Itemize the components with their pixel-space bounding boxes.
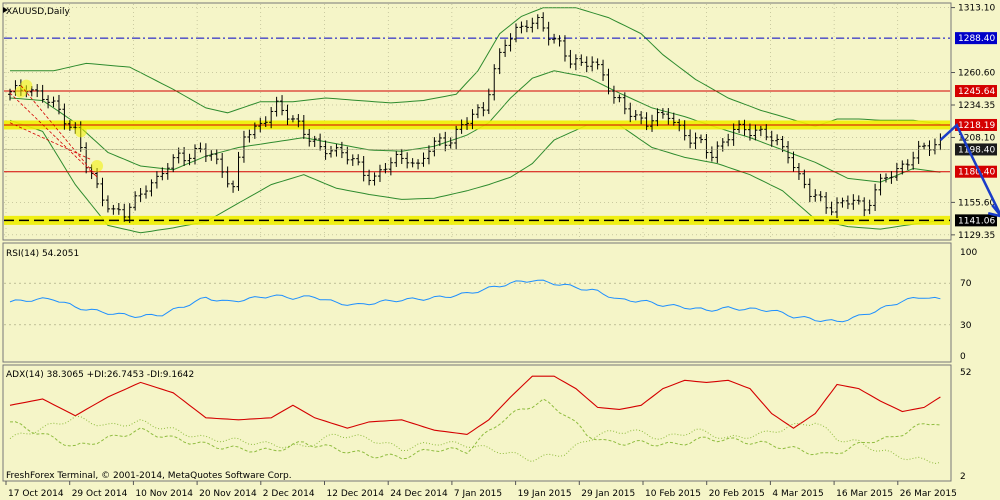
- rsi-panel: 100 70 30 0 RSI(14) 54.2051: [2, 242, 977, 363]
- adx-line: [9, 375, 941, 435]
- plus-di-line: [9, 398, 941, 460]
- footer-copyright: FreshForex Terminal, © 2001-2014, MetaQu…: [6, 471, 292, 481]
- price-tick-label: 1180.40: [958, 168, 995, 178]
- time-tick-label: 20 Feb 2015: [709, 489, 765, 499]
- current-price-label: 1198.40: [958, 145, 995, 155]
- adx-panel: 52 2 ADX(14) 38.3065 +DI:26.7453 -DI:9.16…: [2, 364, 971, 482]
- time-tick-label: 29 Jan 2015: [581, 489, 635, 499]
- price-tick-label: 1260.60: [958, 69, 995, 79]
- time-tick-label: 17 Oct 2014: [8, 489, 64, 499]
- price-tick-label: 1245.64: [958, 87, 995, 97]
- price-tick-label: 1208.10: [958, 133, 995, 143]
- price-tick-label: 1141.06: [958, 216, 995, 226]
- horizontal-levels: [4, 4, 950, 239]
- price-label-box: [955, 165, 997, 178]
- price-panel: 1313.10 1288.40 1260.60 1245.64 1234.35 1218.…: [2, 2, 1000, 241]
- price-title: XAUUSD,Daily: [6, 7, 70, 17]
- price-tick-label: 1155.60: [958, 198, 995, 208]
- highlight-circle: [20, 79, 33, 92]
- bollinger-upper: [10, 7, 941, 127]
- price-label-box: [955, 214, 997, 227]
- title-icon: [3, 7, 8, 13]
- bollinger-lower: [9, 119, 941, 234]
- ohlc-bars: [8, 12, 943, 223]
- rsi-tick-label: 0: [960, 352, 966, 362]
- time-tick-label: 29 Oct 2014: [72, 489, 128, 499]
- time-tick-label: 24 Dec 2014: [390, 489, 448, 499]
- rsi-line: [9, 279, 941, 323]
- price-tick-label: 1288.40: [958, 34, 995, 44]
- time-tick-label: 16 Mar 2015: [836, 489, 893, 499]
- adx-tick-label: 52: [960, 368, 971, 378]
- adx-title: ADX(14) 38.3065 +DI:26.7453 -DI:9.1642: [6, 370, 194, 380]
- time-axis: 17 Oct 2014 29 Oct 2014 10 Nov 2014 20 Nov …: [5, 481, 957, 499]
- time-tick-label: 20 Nov 2014: [199, 489, 257, 499]
- forecast-arrow-line: [939, 123, 1000, 215]
- time-tick-label: 26 Mar 2015: [900, 489, 957, 499]
- rsi-panel-border: [2, 242, 952, 363]
- price-tick-label: 1129.35: [958, 231, 995, 241]
- time-tick-label: 19 Jan 2015: [518, 489, 572, 499]
- time-tick-label: 4 Mar 2015: [772, 489, 823, 499]
- trend-line: [9, 92, 98, 178]
- minus-di-line: [9, 415, 941, 465]
- forecast-arrow-head: [987, 204, 1000, 218]
- price-axis: 1313.10 1288.40 1260.60 1245.64 1234.35 1218.…: [4, 4, 997, 241]
- price-label-box: [955, 32, 997, 45]
- time-tick-label: 10 Feb 2015: [645, 489, 701, 499]
- rsi-title: RSI(14) 54.2051: [6, 249, 79, 259]
- price-label-box: [955, 118, 997, 131]
- time-tick-label: 2 Dec 2014: [263, 489, 315, 499]
- time-tick-label: 10 Nov 2014: [135, 489, 193, 499]
- forecast-arrow: [939, 123, 1000, 218]
- time-tick-label: 7 Jan 2015: [454, 489, 502, 499]
- price-panel-border: [2, 2, 952, 241]
- current-price-box: [955, 143, 997, 156]
- price-tick-label: 1313.10: [958, 4, 995, 14]
- bollinger-middle: [9, 70, 941, 183]
- rsi-tick-label: 70: [960, 279, 972, 289]
- highlight-circle: [74, 125, 87, 138]
- price-label-box: [955, 85, 997, 98]
- rsi-tick-label: 30: [960, 321, 972, 331]
- adx-panel-border: [2, 364, 952, 482]
- highlight-circle: [91, 160, 104, 173]
- rsi-tick-label: 100: [960, 248, 977, 258]
- bollinger-bands: [9, 7, 941, 234]
- adx-tick-label: 2: [960, 472, 966, 482]
- price-tick-label: 1234.35: [958, 101, 995, 111]
- time-tick-label: 12 Dec 2014: [327, 489, 385, 499]
- price-tick-label: 1218.19: [958, 121, 995, 131]
